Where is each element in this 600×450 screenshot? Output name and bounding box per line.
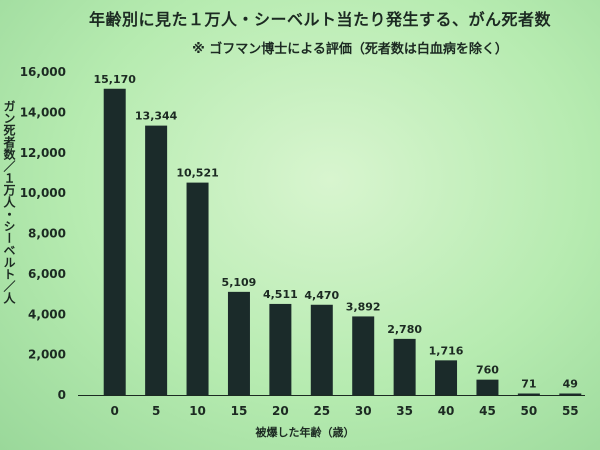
x-tick-label: 5: [152, 404, 160, 418]
bar: [103, 88, 126, 396]
chart-subtitle: ※ ゴフマン博士による評価（死者数は白血病を除く）: [192, 42, 508, 57]
value-label: 760: [476, 364, 499, 377]
bar: [227, 291, 250, 395]
y-tick-label: 12,000: [20, 146, 66, 160]
x-tick-label: 50: [521, 404, 538, 418]
value-label: 4,470: [304, 289, 339, 302]
bar: [269, 303, 292, 395]
y-axis-title: ガン死者数／１万人・シーベルト／人: [2, 100, 16, 304]
bar: [145, 125, 168, 396]
x-tick-label: 0: [111, 404, 119, 418]
x-tick-label: 55: [562, 404, 579, 418]
y-tick-label: 10,000: [20, 186, 66, 200]
chart-title: 年齢別に見た１万人・シーベルト当たり発生する、がん死者数: [88, 10, 551, 29]
value-label: 3,892: [346, 300, 381, 313]
value-label: 49: [563, 378, 578, 391]
bar: [186, 182, 209, 395]
x-tick-label: 15: [231, 404, 248, 418]
value-label: 71: [521, 378, 536, 391]
value-label: 1,716: [429, 344, 464, 357]
x-tick-label: 30: [355, 404, 372, 418]
value-label: 10,521: [176, 167, 218, 180]
x-tick-label: 40: [438, 404, 455, 418]
bar: [435, 360, 458, 395]
x-tick-label: 10: [189, 404, 206, 418]
y-tick-label: 14,000: [20, 105, 66, 119]
y-tick-label: 0: [58, 388, 66, 402]
x-tick-label: 25: [313, 404, 330, 418]
bar: [476, 379, 499, 395]
x-tick-label: 20: [272, 404, 289, 418]
value-label: 15,170: [93, 73, 136, 86]
y-tick-label: 6,000: [28, 267, 66, 281]
x-axis-title: 被爆した年齢（歳）: [255, 426, 355, 439]
value-label: 4,511: [263, 288, 298, 301]
y-tick-label: 16,000: [20, 65, 66, 79]
bar: [310, 304, 333, 395]
value-label: 2,780: [387, 323, 422, 336]
y-tick-label: 2,000: [28, 348, 66, 362]
y-tick-label: 8,000: [28, 227, 66, 241]
y-tick-label: 4,000: [28, 307, 66, 321]
bar: [517, 393, 540, 395]
value-label: 5,109: [222, 276, 257, 289]
bar: [352, 316, 375, 395]
x-tick-label: 45: [479, 404, 496, 418]
x-tick-label: 35: [396, 404, 413, 418]
bar: [393, 338, 416, 395]
value-label: 13,344: [135, 110, 178, 123]
bar: [559, 393, 582, 395]
